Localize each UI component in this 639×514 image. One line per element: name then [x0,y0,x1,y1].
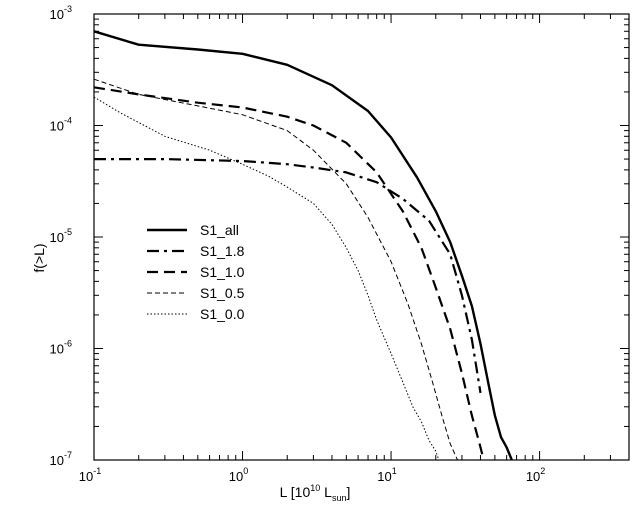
series-line-1 [94,158,482,394]
y-tick-label-base: 10 [50,119,64,134]
x-tick-label-base: 10 [79,469,93,484]
y-tick-label-exp: -7 [64,450,72,460]
x-axis-label-sub: sun [332,493,347,503]
x-tick-label: 10-1 [79,466,101,484]
y-tick-label: 10-6 [50,339,72,357]
series-line-4 [93,96,440,461]
legend-label: S1_0.0 [200,306,245,322]
y-axis-label: f(>L) [31,243,47,272]
legend-label: S1_all [200,222,239,238]
x-tick-label-exp: 1 [392,466,397,476]
x-axis-label-exp: 10 [310,483,320,493]
series-line-2 [93,86,485,461]
x-tick-label-base: 10 [229,469,243,484]
x-tick-label-exp: 2 [540,466,545,476]
legend: S1_all S1_1.8 S1_1.0 S1_0.5 S1_0.0 [147,222,245,322]
x-tick-label: 101 [377,466,396,484]
axis-ticks [93,14,630,461]
y-tick-label-exp: -6 [64,339,72,349]
y-tick-label-exp: -5 [64,227,72,237]
x-axis-label-close: ] [346,484,350,500]
x-tick-label: 102 [526,466,545,484]
x-tick-label-exp: -1 [93,466,101,476]
series-line-3 [93,78,458,461]
y-tick-label-base: 10 [50,342,64,357]
series-layer [93,30,513,461]
x-axis-label-main: L [10 [280,484,311,500]
legend-label: S1_0.5 [200,285,245,301]
y-tick-label-base: 10 [50,230,64,245]
x-axis-label: L [1010 Lsun] [280,483,351,503]
x-tick-label: 100 [229,466,248,484]
y-tick-label-base: 10 [50,453,64,468]
y-tick-label: 10-3 [50,4,72,22]
x-tick-label-exp: 0 [243,466,248,476]
plot-frame [93,13,630,461]
y-tick-label: 10-4 [50,116,72,134]
y-tick-label-exp: -3 [64,4,72,14]
legend-label: S1_1.8 [200,243,245,259]
y-tick-label-base: 10 [50,7,64,22]
x-tick-label-base: 10 [526,469,540,484]
y-tick-label: 10-7 [50,450,72,468]
series-line-0 [93,30,513,461]
x-tick-label-base: 10 [377,469,391,484]
legend-label: S1_1.0 [200,264,245,280]
x-axis-label-unit: L [320,484,332,500]
y-tick-label: 10-5 [50,227,72,245]
y-tick-label-exp: -4 [64,116,72,126]
